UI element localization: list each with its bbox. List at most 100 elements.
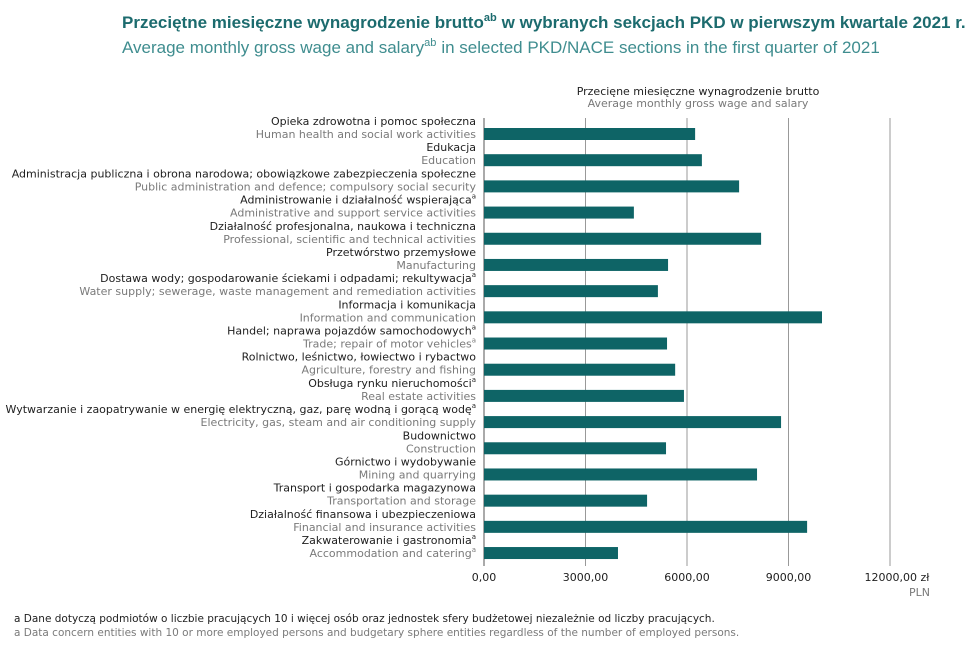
subtitle-sup: ab (424, 37, 436, 49)
bar (484, 154, 702, 167)
axis-unit: PLN (909, 586, 930, 599)
bar (484, 311, 822, 324)
category-label-en-text: Water supply; sewerage, waste management… (79, 285, 476, 298)
category-label-en-text: Professional, scientific and technical a… (223, 233, 476, 246)
category-label-text: Górnictwo i wydobywanie (335, 455, 476, 468)
category-label: Transport i gospodarka magazynowa (273, 482, 476, 495)
category-label-text: Działalność finansowa i ubezpieczeniowa (250, 508, 476, 521)
chart-title: Przeciętne miesięczne wynagrodzenie brut… (122, 12, 966, 33)
footnote: a Dane dotyczą podmiotów o liczbie pracu… (14, 613, 715, 625)
category-label: Dostawa wody; gospodarowanie ściekami i … (100, 271, 476, 285)
category-label-en: Water supply; sewerage, waste management… (79, 285, 476, 298)
category-label-en-text: Agriculture, forestry and fishing (301, 364, 476, 377)
category-label-en: Construction (406, 442, 476, 455)
category-label-en: Transportation and storage (326, 495, 476, 508)
category-label-en-text: Transportation and storage (326, 495, 476, 508)
subtitle-rest: in selected PKD/NACE sections in the fir… (441, 38, 879, 57)
category-label-sup: a (472, 533, 476, 541)
axis-title: Przecięne miesięczne wynagrodzenie brutt… (577, 85, 820, 98)
category-label-sup: a (472, 376, 476, 384)
category-label-en: Manufacturing (396, 259, 476, 272)
category-label: Przetwórstwo przemysłowe (326, 246, 476, 259)
category-label-text: Administrowanie i działalność wspierając… (240, 194, 472, 207)
category-label-en-text: Manufacturing (396, 259, 476, 272)
category-label-text: Transport i gospodarka magazynowa (273, 482, 476, 495)
bar (484, 285, 658, 298)
bar (484, 389, 684, 402)
category-label-text: Zakwaterowanie i gastronomia (302, 534, 472, 547)
category-label: Handel; naprawa pojazdów samochodowycha (227, 324, 476, 338)
category-label-text: Opieka zdrowotna i pomoc społeczna (271, 115, 476, 128)
category-label-en: Agriculture, forestry and fishing (301, 364, 476, 377)
category-label-en-text: Education (421, 154, 476, 167)
category-label-en-text: Construction (406, 442, 476, 455)
category-label-text: Handel; naprawa pojazdów samochodowych (227, 325, 472, 338)
category-label: Informacja i komunikacja (338, 298, 476, 311)
category-label: Rolnictwo, leśnictwo, łowiectwo i rybact… (242, 351, 477, 364)
category-label-text: Informacja i komunikacja (338, 298, 476, 311)
category-label-en-text: Information and communication (300, 311, 476, 324)
bar (484, 520, 808, 533)
category-label: Budownictwo (403, 429, 477, 442)
bar (484, 206, 634, 219)
title-text: Przeciętne miesięczne wynagrodzenie brut… (122, 13, 484, 32)
category-label-en: Mining and quarrying (359, 468, 476, 481)
bar (484, 128, 696, 140)
category-label-en: Education (421, 154, 476, 167)
footnote: a Data concern entities with 10 or more … (14, 627, 739, 639)
bar (484, 363, 676, 376)
bar (484, 442, 667, 455)
category-label-en-sup: a (472, 546, 476, 554)
x-tick-label: 6000,00 (664, 571, 710, 584)
category-label-en: Real estate activities (361, 390, 476, 403)
category-label-en-text: Accommodation and catering (310, 547, 472, 560)
category-label: Wytwarzanie i zaopatrywanie w energię el… (6, 402, 476, 416)
bar (484, 232, 762, 245)
category-label: Zakwaterowanie i gastronomiaa (302, 533, 476, 547)
category-label-en-text: Human health and social work activities (256, 128, 477, 141)
category-label-en-text: Administrative and support service activ… (230, 207, 476, 220)
category-label-sup: a (472, 324, 476, 332)
category-label-en-text: Real estate activities (361, 390, 476, 403)
category-label-text: Działalność profesjonalna, naukowa i tec… (210, 220, 476, 233)
category-label-en: Information and communication (300, 311, 476, 324)
category-label-en: Human health and social work activities (256, 128, 477, 141)
category-label-en: Trade; repair of motor vehiclesa (302, 337, 476, 351)
category-label-sup: a (472, 402, 476, 410)
category-label-text: Edukacja (426, 141, 476, 154)
bar (484, 258, 669, 271)
x-tick-label: 3000,00 (563, 571, 609, 584)
bar (484, 547, 618, 560)
category-label-text: Administracja publiczna i obrona narodow… (12, 167, 477, 180)
bar (484, 416, 782, 429)
category-label: Opieka zdrowotna i pomoc społeczna (271, 115, 476, 128)
category-label-en-text: Electricity, gas, steam and air conditio… (201, 416, 477, 429)
category-label: Administrowanie i działalność wspierając… (240, 193, 476, 207)
x-tick-label: 12000,00 zł (865, 571, 931, 584)
category-label: Działalność finansowa i ubezpieczeniowa (250, 508, 476, 521)
category-label-text: Dostawa wody; gospodarowanie ściekami i … (100, 272, 472, 285)
title-sup: ab (484, 12, 497, 24)
category-label-en-text: Trade; repair of motor vehicles (302, 338, 472, 351)
axis-title-en: Average monthly gross wage and salary (588, 97, 809, 110)
category-label-text: Obsługa rynku nieruchomości (308, 377, 472, 390)
category-label-text: Wytwarzanie i zaopatrywanie w energię el… (6, 403, 472, 416)
bar (484, 337, 668, 350)
category-label-en-sup: a (472, 337, 476, 345)
category-label-en: Administrative and support service activ… (230, 207, 476, 220)
category-label-sup: a (472, 271, 476, 279)
category-label-text: Rolnictwo, leśnictwo, łowiectwo i rybact… (242, 351, 477, 364)
x-tick-label: 0,00 (472, 571, 497, 584)
subtitle-text: Average monthly gross wage and salary (122, 38, 425, 57)
category-label-en: Professional, scientific and technical a… (223, 233, 476, 246)
category-label-en: Electricity, gas, steam and air conditio… (201, 416, 477, 429)
category-label: Górnictwo i wydobywanie (335, 455, 476, 468)
bar (484, 180, 740, 193)
category-label-en-text: Public administration and defence; compu… (135, 180, 477, 193)
x-tick-label: 9000,00 (766, 571, 812, 584)
category-label-text: Budownictwo (403, 429, 477, 442)
category-label: Działalność profesjonalna, naukowa i tec… (210, 220, 476, 233)
bar (484, 468, 758, 481)
category-label-en-text: Mining and quarrying (359, 468, 476, 481)
